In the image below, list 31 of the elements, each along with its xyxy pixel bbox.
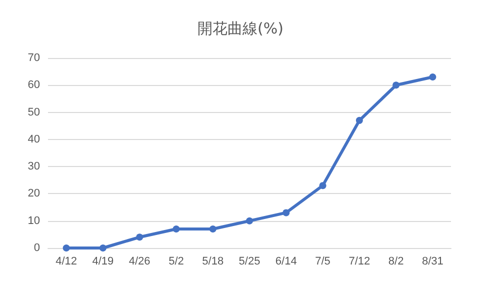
x-tick-label: 5/18 (202, 256, 224, 268)
x-tick-label: 4/19 (92, 256, 114, 268)
x-tick-label: 8/31 (422, 256, 444, 268)
y-tick-label: 10 (28, 214, 40, 227)
y-tick-label: 50 (28, 106, 40, 118)
point (136, 234, 144, 241)
y-tick-label: 40 (28, 133, 40, 146)
point (62, 244, 70, 252)
point (282, 209, 290, 216)
y-tick-label: 20 (28, 188, 40, 200)
chart-title: 開花曲線(%) (198, 20, 284, 38)
point (172, 226, 180, 232)
point (99, 244, 106, 252)
x-tick-label: 7/5 (315, 256, 330, 268)
x-tick-label: 8/2 (388, 256, 404, 268)
y-tick-label: 0 (34, 242, 40, 254)
point (392, 82, 400, 89)
point (209, 226, 216, 232)
x-tick-label: 4/26 (128, 256, 150, 268)
x-tick-label: 6/14 (275, 256, 297, 268)
point (246, 217, 253, 224)
point (356, 116, 363, 124)
point (429, 74, 436, 80)
x-tick-label: 5/25 (238, 256, 260, 268)
y-tick-label: 60 (28, 79, 40, 92)
point (319, 182, 326, 190)
x-tick-label: 7/12 (348, 256, 370, 268)
x-tick-label: 4/12 (56, 256, 78, 268)
y-tick-label: 70 (28, 52, 40, 64)
x-tick-label: 5/2 (168, 256, 184, 268)
y-tick-label: 30 (28, 160, 40, 173)
